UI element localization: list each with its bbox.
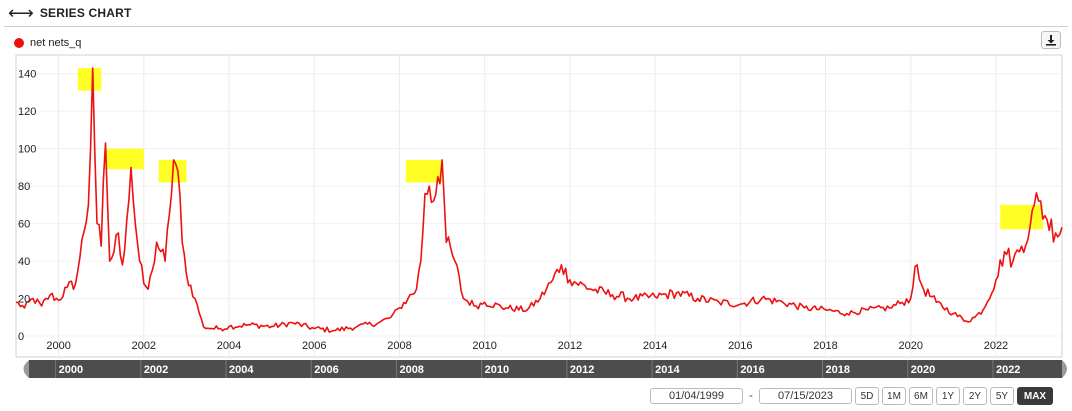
- navigator-label: 2018: [826, 364, 850, 376]
- range-button-6m[interactable]: 6M: [909, 387, 933, 405]
- y-tick-label: 120: [18, 106, 36, 118]
- navigator-handle-left[interactable]: [23, 360, 30, 378]
- y-tick-label: 100: [18, 144, 36, 156]
- x-tick-label: 2012: [558, 340, 582, 352]
- download-button[interactable]: [1041, 31, 1061, 49]
- navigator-label: 2022: [996, 364, 1020, 376]
- range-button-1y[interactable]: 1Y: [936, 387, 960, 405]
- x-tick-label: 2020: [899, 340, 923, 352]
- navigator-label: 2016: [740, 364, 764, 376]
- range-navigator[interactable]: 2000 2002 2004 2006 2008 2010 2012 2014 2016 2018…: [23, 360, 1068, 378]
- y-tick-label: 40: [18, 256, 30, 268]
- date-separator: -: [749, 390, 753, 402]
- range-button-1m[interactable]: 1M: [882, 387, 906, 405]
- legend-marker: [14, 38, 24, 48]
- series-line: [15, 67, 1063, 333]
- download-icon: [1046, 35, 1056, 46]
- y-tick-label: 80: [18, 181, 30, 193]
- highlight-marker: [105, 148, 144, 170]
- plot-frame: [15, 54, 1063, 358]
- navigator-label: 2006: [314, 364, 338, 376]
- navigator-label: 2004: [229, 364, 254, 376]
- range-button-5y[interactable]: 5Y: [990, 387, 1014, 405]
- x-tick-label: 2002: [132, 340, 156, 352]
- header-divider: [4, 26, 1068, 27]
- navigator-bar[interactable]: [29, 360, 1062, 378]
- x-tick-label: 2022: [984, 340, 1008, 352]
- horizontal-grid: [16, 73, 1062, 337]
- x-tick-label: 2010: [472, 340, 496, 352]
- vertical-grid: [58, 55, 997, 357]
- x-tick-label: 2004: [217, 340, 241, 352]
- date-from-input[interactable]: [650, 388, 743, 404]
- y-axis-labels: 0 20 40 60 80 100 120 140: [18, 69, 36, 343]
- highlight-marker: [405, 159, 443, 183]
- date-to-input[interactable]: [759, 388, 852, 404]
- range-button-5d[interactable]: 5D: [855, 387, 879, 405]
- navigator-label: 2012: [570, 364, 594, 376]
- navigator-label: 2008: [399, 364, 423, 376]
- legend[interactable]: net nets_q: [14, 37, 81, 49]
- navigator-label: 2000: [59, 364, 83, 376]
- y-tick-label: 0: [18, 331, 24, 343]
- x-tick-label: 2000: [46, 340, 70, 352]
- highlight-marker: [77, 68, 102, 91]
- x-tick-label: 2016: [728, 340, 752, 352]
- legend-series-name: net nets_q: [30, 37, 82, 49]
- y-tick-label: 20: [18, 294, 30, 306]
- panel-title: SERIES CHART: [39, 6, 132, 20]
- navigator-label: 2020: [911, 364, 935, 376]
- x-tick-label: 2008: [387, 340, 411, 352]
- y-tick-label: 140: [18, 69, 36, 81]
- highlight-marker: [1000, 204, 1043, 230]
- x-axis-labels: 2000 2002 2004 2006 2008 2010 2012 2014 2016 2018…: [46, 340, 1008, 352]
- left-right-arrow-icon: ⟷: [8, 3, 34, 23]
- navigator-handle-right[interactable]: [1062, 360, 1067, 378]
- panel-header: ⟷ SERIES CHART: [8, 4, 132, 22]
- range-controls: - 5D 1M 6M 1Y 2Y 5Y MAX: [650, 387, 1053, 405]
- range-button-max[interactable]: MAX: [1017, 387, 1053, 405]
- y-tick-label: 60: [18, 219, 30, 231]
- x-tick-label: 2018: [813, 340, 837, 352]
- range-button-2y[interactable]: 2Y: [963, 387, 987, 405]
- x-tick-label: 2006: [302, 340, 326, 352]
- x-tick-label: 2014: [643, 340, 667, 352]
- navigator-label: 2010: [485, 364, 509, 376]
- navigator-label: 2002: [144, 364, 168, 376]
- navigator-label: 2014: [655, 364, 680, 376]
